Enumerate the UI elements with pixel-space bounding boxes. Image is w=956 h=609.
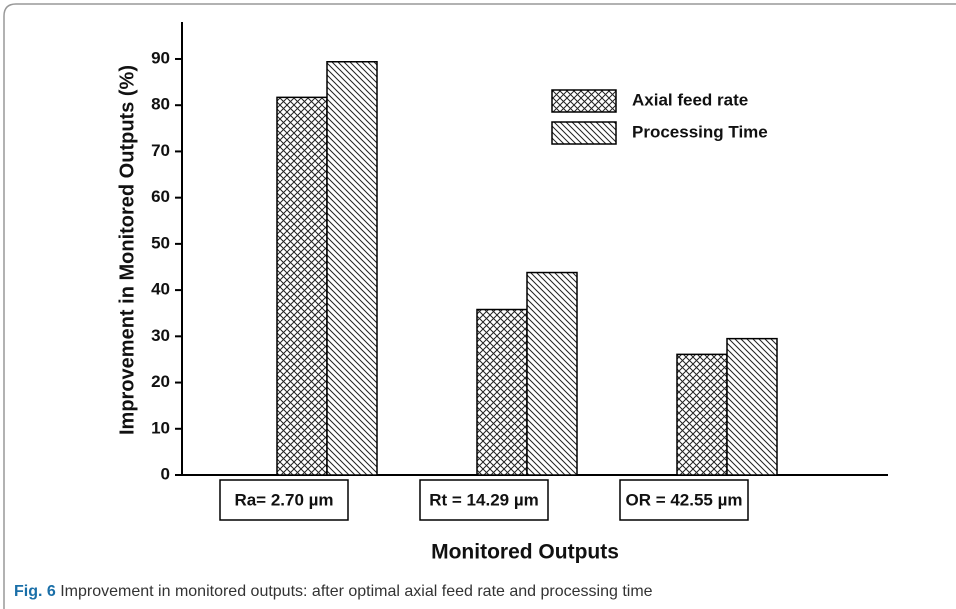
y-tick-label: 20 <box>151 372 170 391</box>
y-tick-label: 0 <box>161 464 170 483</box>
legend-label: Processing Time <box>632 122 768 141</box>
y-tick-label: 30 <box>151 326 170 345</box>
bar <box>276 96 328 476</box>
y-tick-label: 50 <box>151 233 170 252</box>
y-tick-label: 40 <box>151 280 170 299</box>
bar <box>726 337 778 476</box>
bar <box>676 353 728 476</box>
legend-swatch <box>551 89 617 113</box>
x-axis-label: Monitored Outputs <box>431 541 619 564</box>
legend-swatch <box>551 121 617 145</box>
y-tick-label: 80 <box>151 95 170 114</box>
bar <box>476 308 528 476</box>
caption-text: Improvement in monitored outputs: after … <box>60 583 652 600</box>
y-tick-label: 10 <box>151 418 170 437</box>
x-tick-label: Ra= 2.70 µm <box>234 490 333 509</box>
bar <box>326 61 378 476</box>
x-tick-label: Rt = 14.29 µm <box>429 490 539 509</box>
category-box <box>619 479 749 521</box>
y-axis-label: Improvement in Monitored Outputs (%) <box>116 65 138 435</box>
category-box <box>219 479 349 521</box>
y-tick-label: 90 <box>151 48 170 67</box>
legend-label: Axial feed rate <box>632 90 748 109</box>
y-tick-label: 60 <box>151 187 170 206</box>
bar <box>526 271 578 476</box>
x-tick-label: OR = 42.55 µm <box>625 490 742 509</box>
y-tick-label: 70 <box>151 141 170 160</box>
caption: Fig. 6 Improvement in monitored outputs:… <box>14 583 653 600</box>
caption-label: Fig. 6 <box>14 583 56 600</box>
frame <box>3 3 956 609</box>
category-box <box>419 479 549 521</box>
